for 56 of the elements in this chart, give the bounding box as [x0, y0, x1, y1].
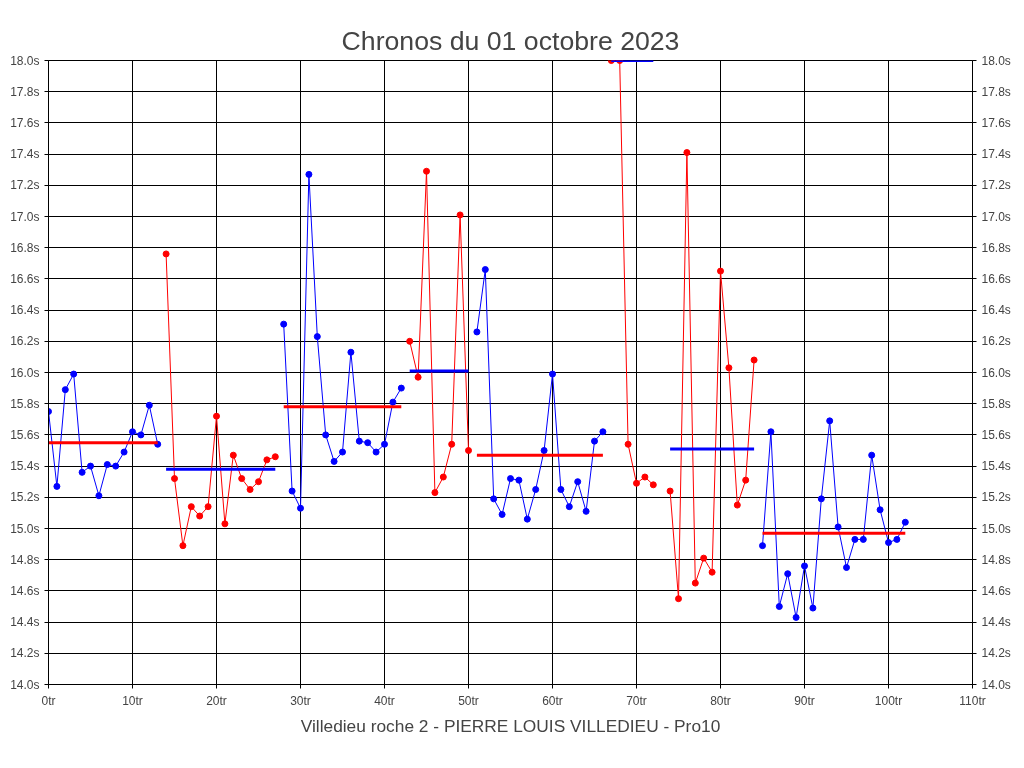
- y2-tick-label: 16.2s: [981, 334, 1011, 349]
- x-tick-label: 30tr: [290, 693, 311, 708]
- y-tick-label: 14.0s: [10, 677, 40, 692]
- y-tick-label: 16.0s: [10, 365, 40, 380]
- x-tick-label: 50tr: [458, 693, 479, 708]
- y-tick-label: 15.0s: [10, 521, 40, 536]
- y2-tick-label: 16.0s: [981, 365, 1011, 380]
- y-tick-label: 15.6s: [10, 427, 40, 442]
- y2-tick-label: 16.8s: [981, 240, 1011, 255]
- y2-tick-label: 15.4s: [981, 459, 1011, 474]
- x-tick-label: 10tr: [122, 693, 143, 708]
- y-tick-label: 14.8s: [10, 552, 40, 567]
- y2-tick-label: 17.4s: [981, 147, 1011, 162]
- y-tick-label: 16.6s: [10, 271, 40, 286]
- x-tick-label: 20tr: [206, 693, 227, 708]
- y2-tick-label: 15.8s: [981, 396, 1011, 411]
- y-tick-label: 15.8s: [10, 396, 40, 411]
- y2-tick-label: 14.2s: [981, 646, 1011, 661]
- y2-tick-label: 16.4s: [981, 303, 1011, 318]
- x-tick-label: 110tr: [959, 693, 986, 708]
- y2-tick-label: 14.4s: [981, 615, 1011, 630]
- x-tick-label: 40tr: [374, 693, 395, 708]
- x-axis-title: Villedieu roche 2 - PIERRE LOUIS VILLEDIEU - Pro10: [300, 715, 721, 736]
- x-tick-label: 0tr: [41, 693, 56, 708]
- y2-tick-label: 14.6s: [981, 583, 1011, 598]
- y-tick-label: 15.2s: [10, 490, 40, 505]
- y2-tick-label: 15.6s: [981, 427, 1011, 442]
- y-tick-label: 14.4s: [10, 615, 40, 630]
- y-tick-label: 17.6s: [10, 115, 40, 130]
- y-tick-label: 17.0s: [10, 209, 40, 224]
- x-tick-label: 80tr: [710, 693, 731, 708]
- y2-tick-label: 14.0s: [981, 677, 1011, 692]
- x-tick-label: 60tr: [542, 693, 563, 708]
- y-tick-label: 15.4s: [10, 459, 40, 474]
- x-tick-label: 90tr: [794, 693, 815, 708]
- y-tick-label: 14.6s: [10, 583, 40, 598]
- y2-tick-label: 17.2s: [981, 178, 1011, 193]
- y2-tick-label: 17.6s: [981, 115, 1011, 130]
- y2-tick-label: 18.0s: [981, 53, 1011, 68]
- y2-tick-label: 14.8s: [981, 552, 1011, 567]
- y2-tick-label: 17.8s: [981, 84, 1011, 99]
- chart-title: Chronos du 01 octobre 2023: [341, 25, 680, 56]
- y2-tick-label: 15.2s: [981, 490, 1011, 505]
- y-tick-label: 14.2s: [10, 646, 40, 661]
- y2-tick-label: 17.0s: [981, 209, 1011, 224]
- y-tick-label: 18.0s: [10, 53, 40, 68]
- y-tick-label: 16.4s: [10, 303, 40, 318]
- y2-tick-label: 16.6s: [981, 271, 1011, 286]
- x-tick-label: 100tr: [874, 693, 903, 708]
- y-tick-label: 16.8s: [10, 240, 40, 255]
- y-tick-label: 17.2s: [10, 178, 40, 193]
- y-tick-label: 17.8s: [10, 84, 40, 99]
- y2-tick-label: 15.0s: [981, 521, 1011, 536]
- x-tick-label: 70tr: [626, 693, 647, 708]
- y-tick-label: 16.2s: [10, 334, 40, 349]
- y-tick-label: 17.4s: [10, 147, 40, 162]
